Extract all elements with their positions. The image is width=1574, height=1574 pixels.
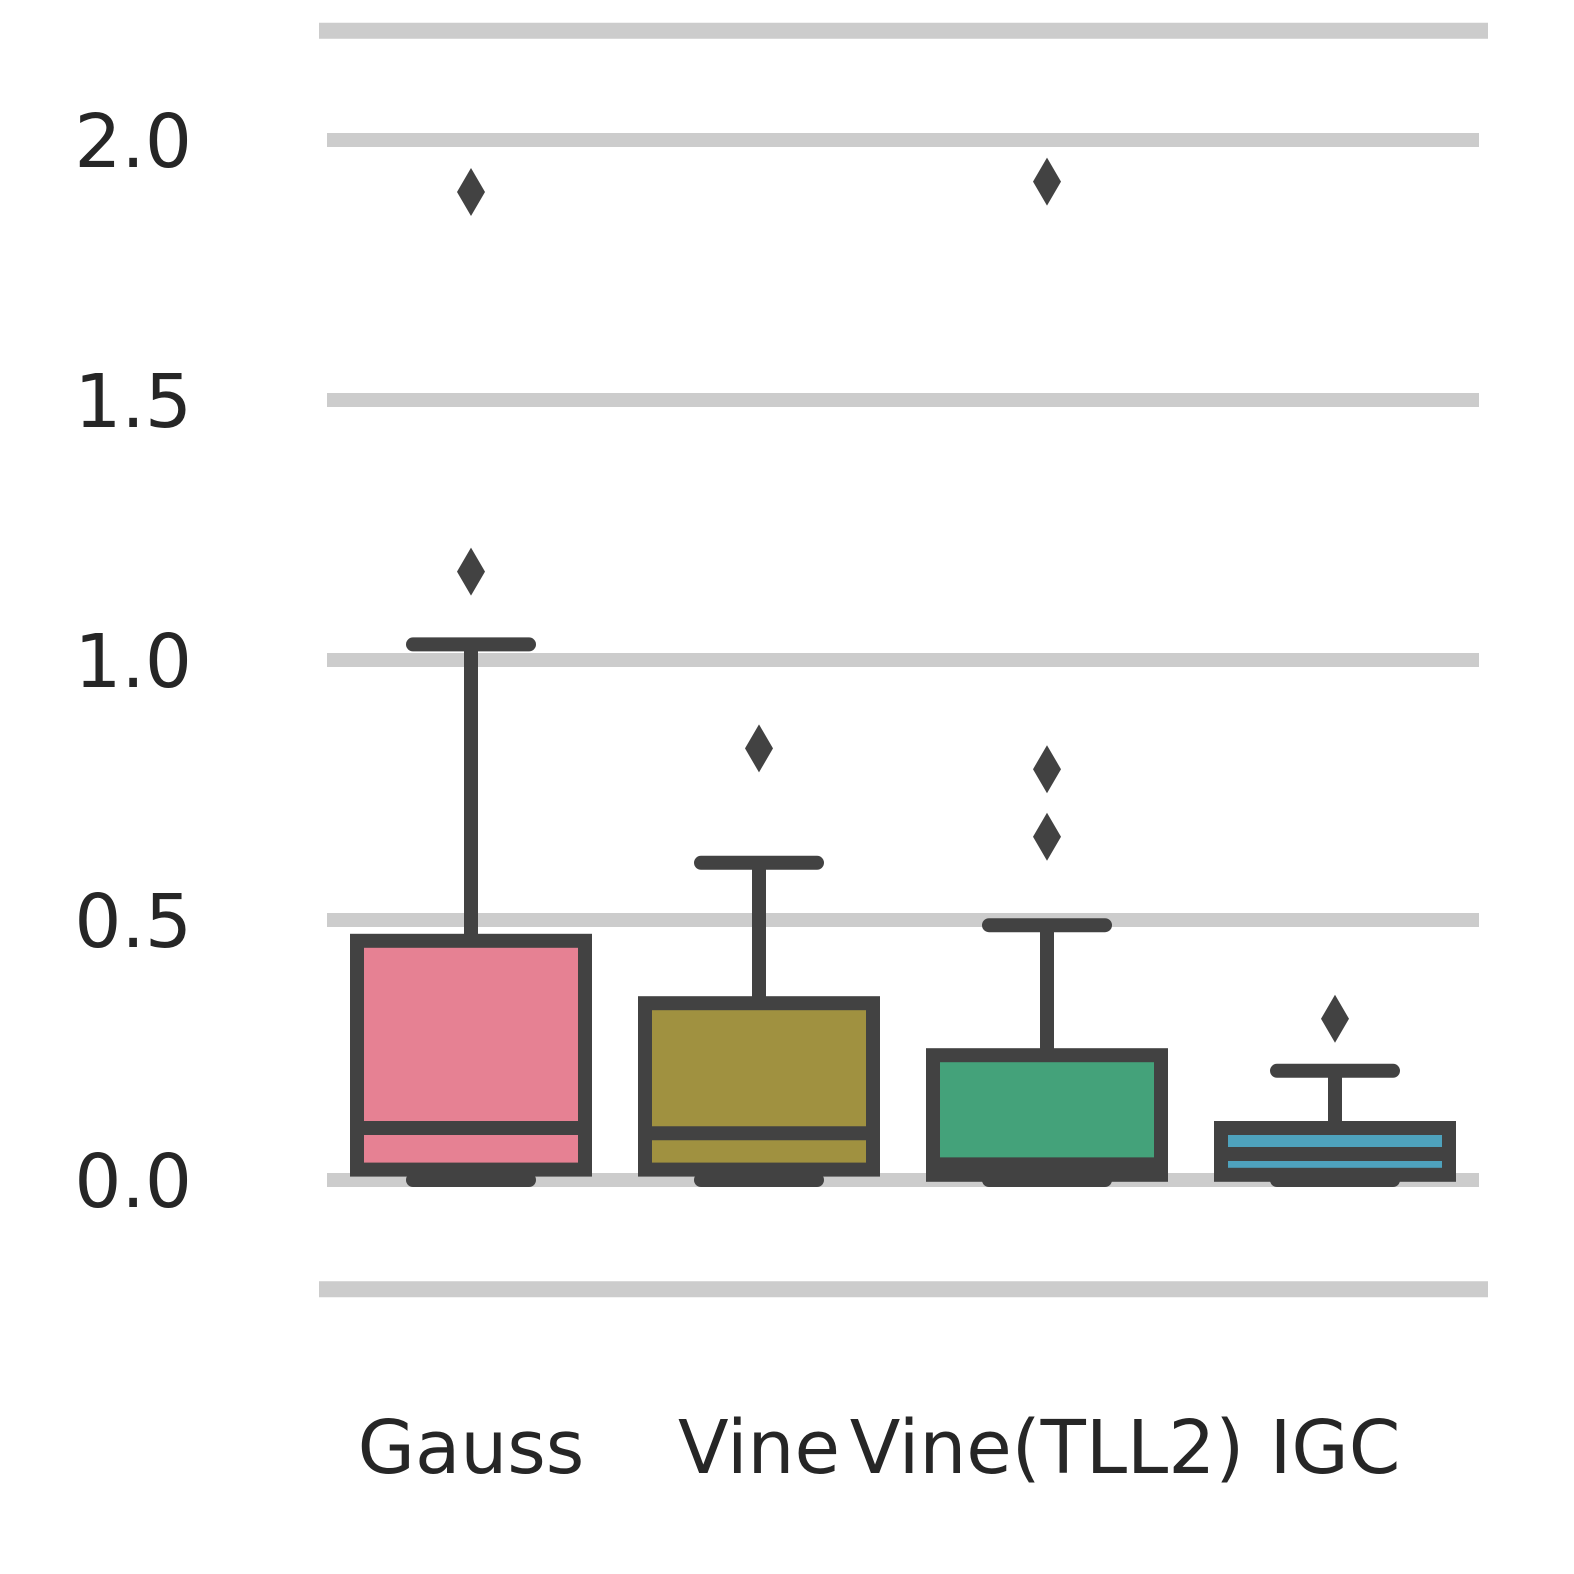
box-igc [1214,994,1456,1187]
outlier-point [1321,994,1349,1043]
box-vine-tll2- [926,157,1168,1187]
box-body [350,933,592,1177]
x-tick-label: Vine(TLL2) [850,1405,1244,1491]
x-tick-label: Vine [678,1405,840,1491]
x-tick-label: Gauss [358,1405,585,1491]
outlier-point [1033,812,1061,861]
x-tick-label: IGC [1270,1405,1401,1491]
box-vine [638,724,880,1187]
box-body [926,1048,1168,1182]
boxes-layer [350,157,1456,1187]
outlier-point [457,547,485,596]
y-tick-label: 1.0 [74,619,192,705]
y-tick-label: 1.5 [74,359,192,445]
outlier-point [457,168,485,216]
y-tick-label: 2.0 [74,99,192,185]
x-axis-tick-labels: Gauss Vine Vine(TLL2) IGC [358,1405,1401,1491]
outlier-point [1033,745,1061,794]
y-tick-label: 0.5 [74,879,192,965]
box-body [638,996,880,1177]
outlier-point [745,724,773,773]
y-axis-tick-labels: 0.0 0.5 1.0 1.5 2.0 [74,99,192,1225]
outlier-point [1033,157,1061,206]
box-gauss [350,168,592,1187]
y-tick-label: 0.0 [74,1139,192,1225]
